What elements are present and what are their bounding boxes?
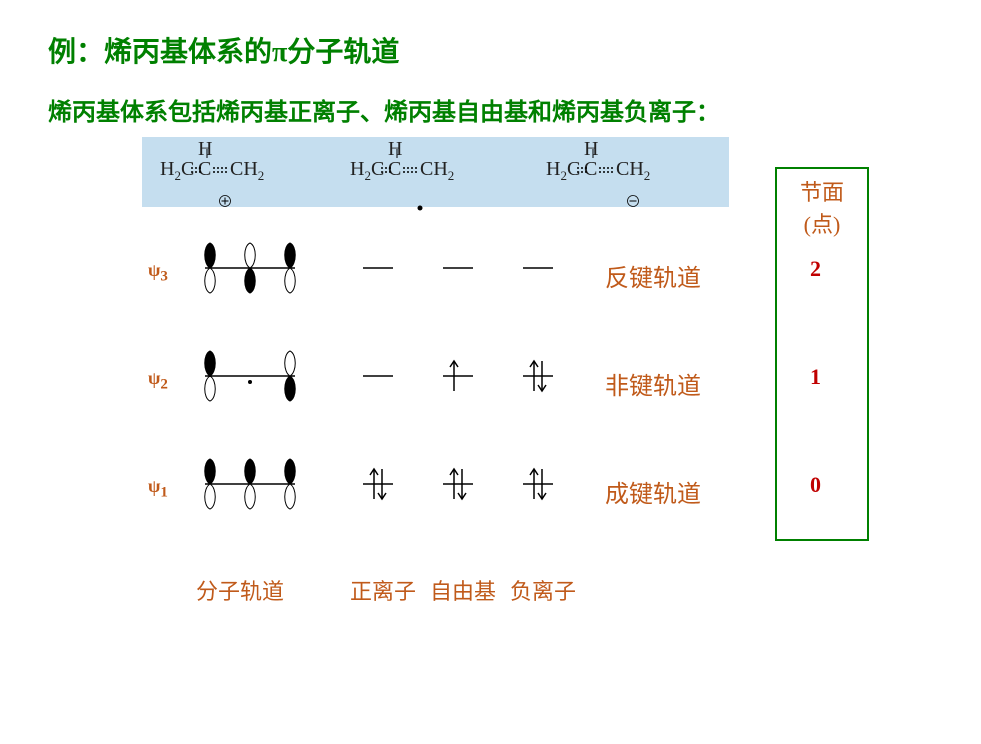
column-header: 分子轨道 (196, 574, 284, 606)
energy-level (360, 251, 396, 290)
energy-level (440, 251, 476, 290)
column-header: 负离子 (510, 574, 576, 606)
node-count: 2 (810, 256, 821, 282)
node-header-1: 节面 (777, 175, 867, 207)
node-count: 0 (810, 472, 821, 498)
energy-level (360, 467, 396, 506)
energy-level (440, 467, 476, 506)
column-header: 正离子 (350, 574, 416, 606)
energy-level (360, 359, 396, 398)
page-subtitle: 烯丙基体系包括烯丙基正离子、烯丙基自由基和烯丙基负离子： (48, 92, 720, 127)
page-title: 例：烯丙基体系的π分子轨道 (48, 30, 399, 70)
node-header-2: (点) (777, 207, 867, 239)
plus-icon (218, 194, 232, 213)
dot-icon (415, 200, 425, 218)
psi-label: ψ1 (148, 476, 168, 502)
node-count: 1 (810, 364, 821, 390)
energy-level (440, 359, 476, 398)
minus-icon (626, 194, 640, 213)
column-header: 自由基 (430, 574, 496, 606)
energy-level (520, 467, 556, 506)
node-box: 节面 (点) (775, 167, 869, 541)
psi-label: ψ3 (148, 260, 168, 286)
orbital-type-label: 非键轨道 (605, 366, 701, 401)
orbital-type-label: 反键轨道 (605, 258, 701, 293)
energy-level (520, 359, 556, 398)
orbital-type-label: 成键轨道 (605, 474, 701, 509)
energy-level (520, 251, 556, 290)
psi-label: ψ2 (148, 368, 168, 394)
